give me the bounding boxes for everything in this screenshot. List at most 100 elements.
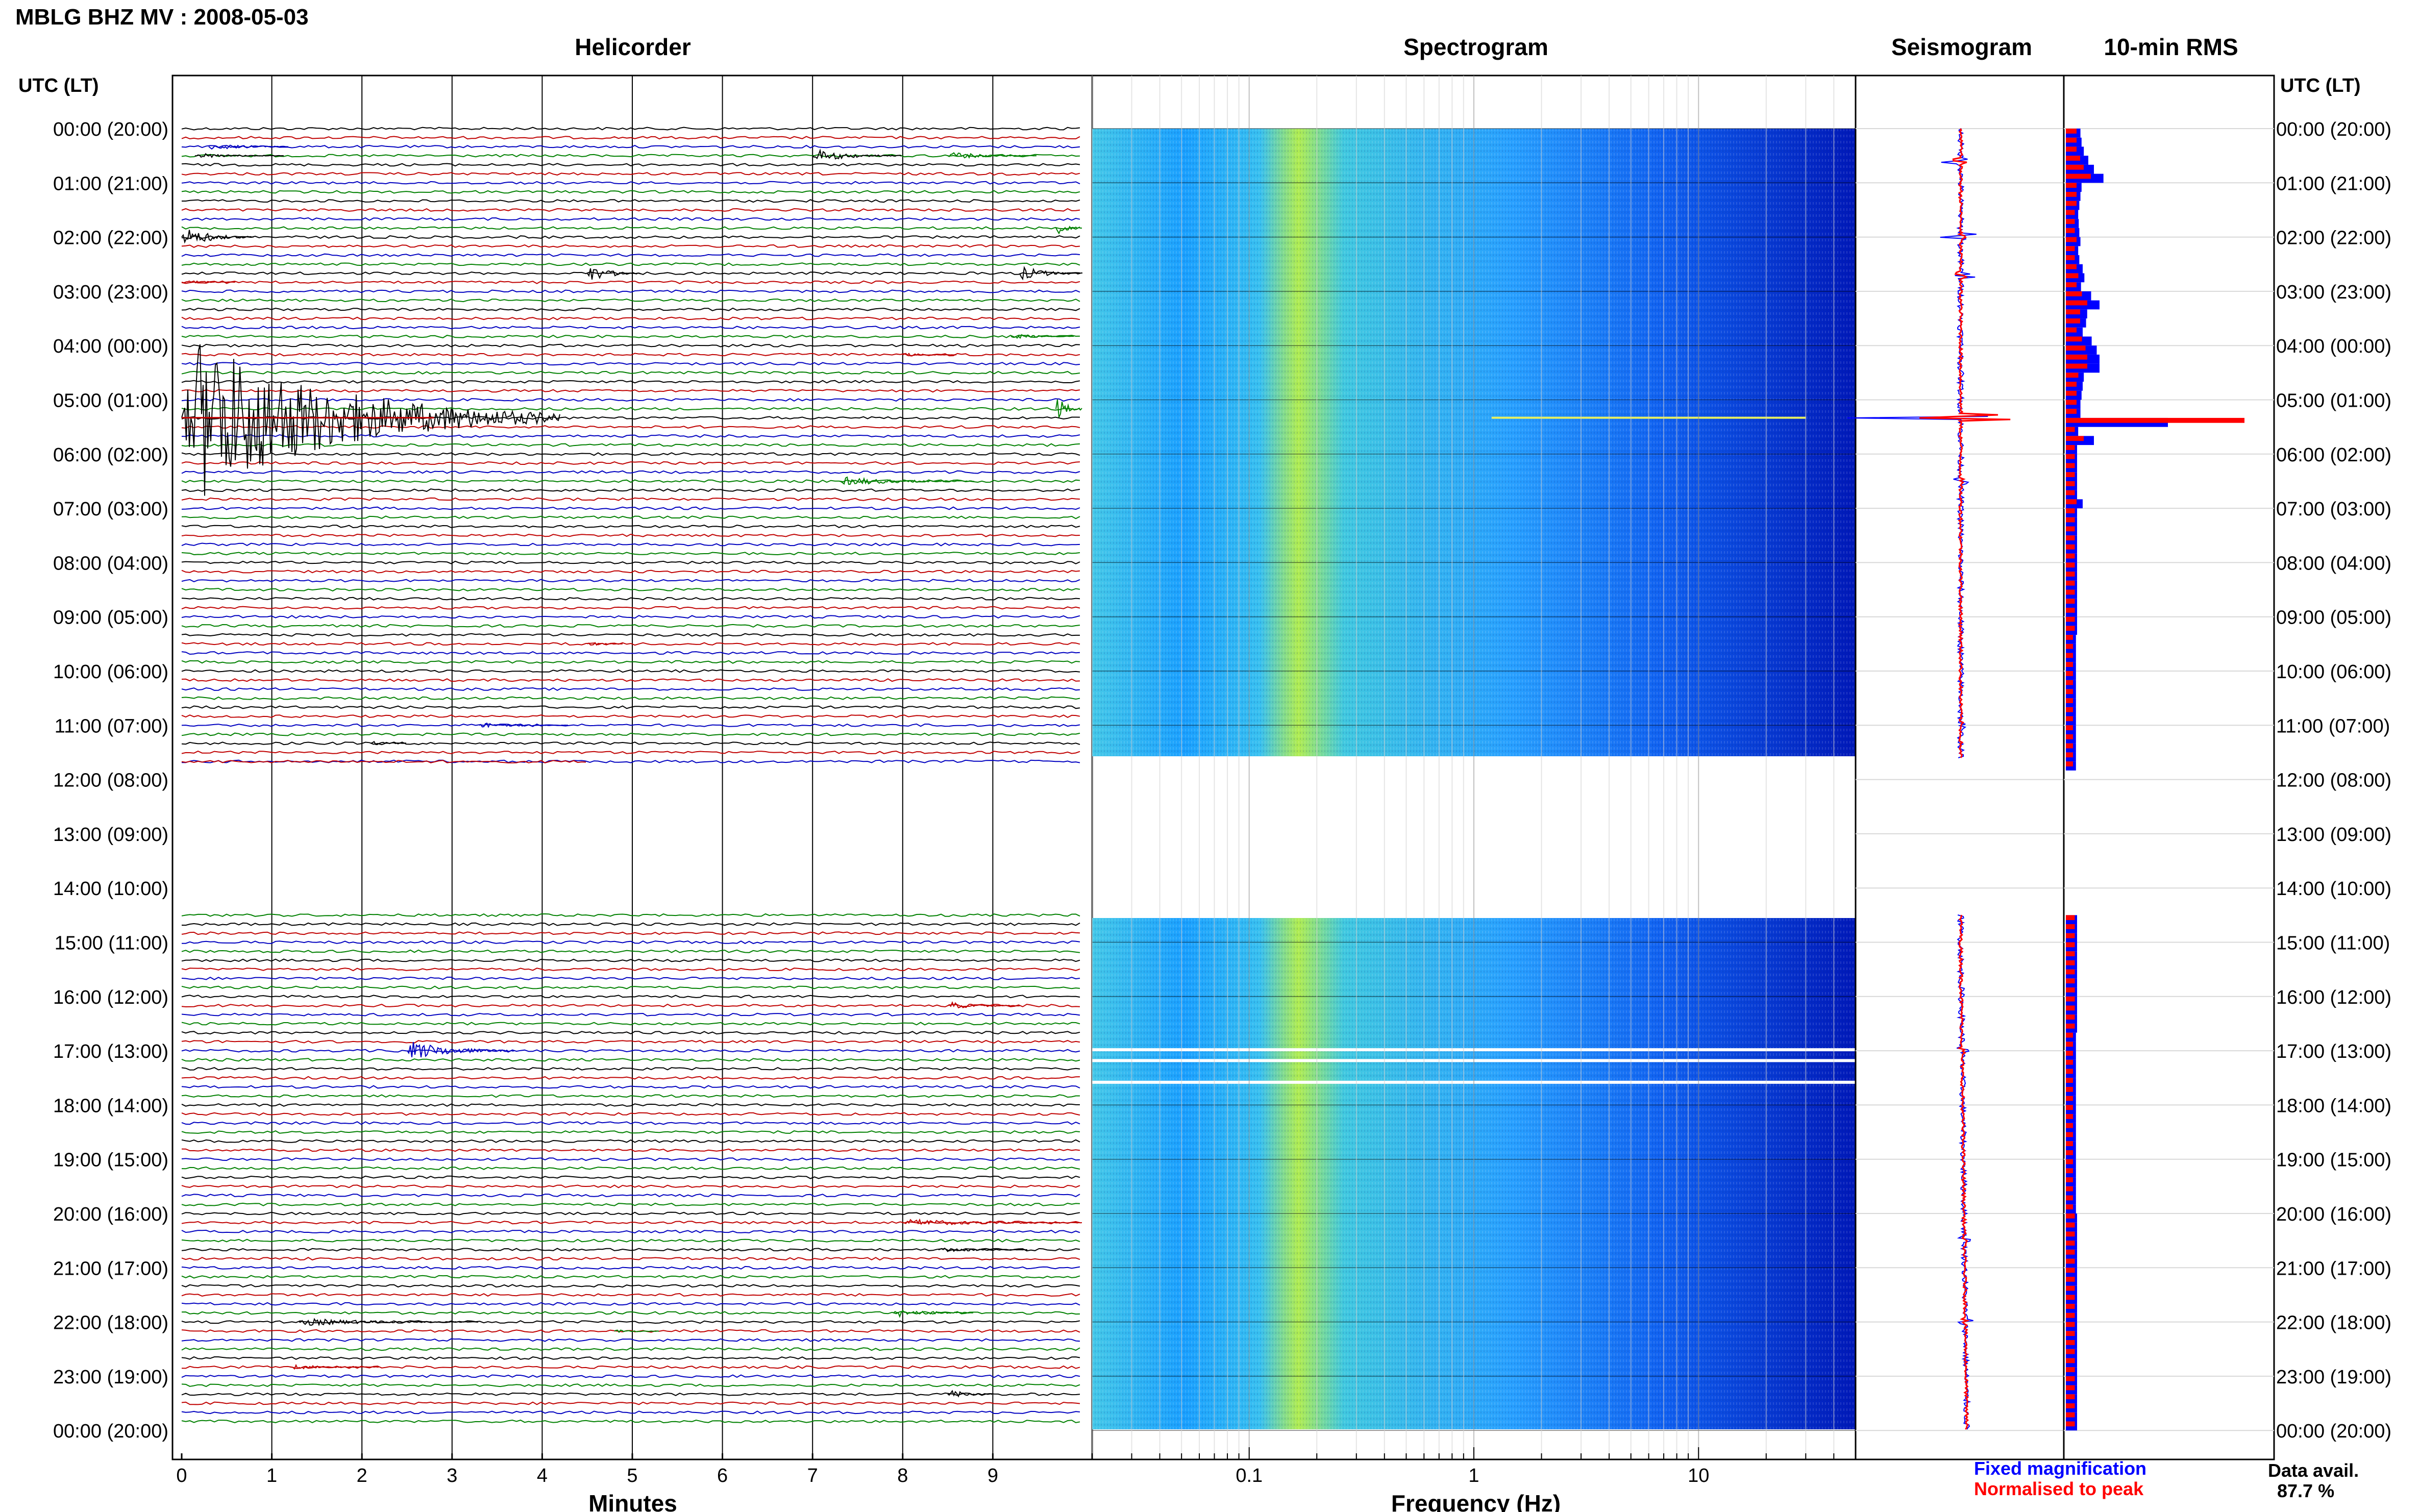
rms-bar-normalised [2066, 472, 2075, 477]
rms-bar-normalised [2066, 1349, 2075, 1354]
seismic-event [1055, 226, 1082, 235]
rms-bar-normalised [2066, 363, 2087, 369]
spectrogram-freq-grid [1092, 76, 1856, 1459]
rms-bar-normalised [2066, 662, 2073, 667]
time-label-right: 02:00 (22:00) [2276, 228, 2391, 249]
helicorder-trace [181, 1202, 1080, 1206]
rms-bar-normalised [2066, 1376, 2075, 1381]
rms-bar-normalised [2066, 156, 2080, 161]
helicorder-trace [181, 1419, 1080, 1424]
time-label-left: 06:00 (02:00) [53, 444, 168, 466]
helicorder-trace [181, 370, 1080, 375]
rms-bar-normalised [2066, 544, 2075, 550]
seismic-event [479, 723, 568, 728]
rms-bar-normalised [2066, 1078, 2073, 1083]
x-tick-label: 2 [357, 1465, 367, 1486]
helicorder-trace [181, 949, 1080, 953]
helicorder-trace [181, 533, 1080, 537]
helicorder-trace [181, 1112, 1080, 1116]
rms-bar-normalised [2066, 589, 2075, 595]
helicorder-trace [181, 1320, 1080, 1324]
time-label-left: 19:00 (15:00) [53, 1150, 168, 1171]
helicorder-trace [181, 1031, 1080, 1035]
helicorder-trace [181, 1103, 1080, 1107]
rms-bar-normalised [2066, 707, 2073, 712]
helicorder-trace [181, 1003, 1080, 1008]
spectrogram-panel: 0.1 1 10 Frequency (Hz) [1091, 75, 1857, 1512]
time-label-left: 07:00 (03:00) [53, 499, 168, 520]
helicorder-trace [181, 217, 1080, 221]
time-label-right: 20:00 (16:00) [2276, 1204, 2391, 1225]
rms-bar-normalised [2066, 1105, 2073, 1110]
helicorder-trace [181, 579, 1080, 583]
rms-bar-normalised [2066, 427, 2075, 432]
time-label-right: 00:00 (20:00) [2276, 1421, 2391, 1442]
rms-bar-normalised [2066, 572, 2075, 577]
time-label-left: 17:00 (13:00) [53, 1041, 168, 1062]
rms-bar-normalised [2066, 318, 2080, 324]
helicorder-trace [181, 1347, 1080, 1351]
helicorder-trace [181, 624, 1080, 628]
helicorder-trace [181, 289, 1080, 293]
time-label-left: 02:00 (22:00) [53, 228, 168, 249]
helicorder-trace [181, 597, 1080, 601]
time-label-right: 13:00 (09:00) [2276, 824, 2391, 846]
figure-title: MBLG BHZ MV : 2008-05-03 [15, 5, 309, 30]
helicorder-xlabel: Minutes [588, 1490, 677, 1512]
rms-bar-normalised [2066, 517, 2075, 523]
time-label-left: 15:00 (11:00) [55, 933, 168, 954]
rms-bar-normalised [2066, 499, 2077, 505]
seismic-event [614, 1329, 659, 1333]
seismic-event [1055, 399, 1082, 418]
helicorder-trace [181, 1058, 1080, 1062]
seismic-event [181, 344, 560, 496]
helicorder-trace [181, 678, 1080, 682]
time-label-left: 11:00 (07:00) [55, 715, 168, 737]
rms-bar-normalised [2066, 1312, 2075, 1318]
helicorder-trace [181, 470, 1080, 474]
helicorder-trace [181, 750, 1080, 754]
helicorder-trace [181, 506, 1080, 510]
rms-bar-normalised [2066, 1421, 2075, 1427]
helicorder-trace [181, 660, 1080, 664]
helicorder-trace [181, 181, 1080, 185]
seismic-event [587, 268, 641, 280]
helicorder-trace [181, 732, 1080, 736]
helicorder-trace [181, 669, 1080, 673]
rms-bar-normalised [2066, 1204, 2073, 1210]
seismic-event [947, 1390, 993, 1398]
axis-header-right: UTC (LT) [2280, 75, 2361, 96]
rms-bar-normalised [2066, 228, 2075, 233]
helicorder-trace [181, 1275, 1080, 1279]
seismic-event [299, 1318, 478, 1327]
time-label-right: 23:00 (19:00) [2276, 1367, 2391, 1388]
rms-bar-normalised [2066, 327, 2077, 333]
time-label-left: 21:00 (17:00) [53, 1258, 168, 1279]
helicorder-trace [181, 615, 1080, 619]
time-label-left: 16:00 (12:00) [53, 987, 168, 1008]
time-label-right: 15:00 (11:00) [2276, 933, 2390, 954]
rms-bar-normalised [2066, 960, 2075, 965]
helicorder-trace [181, 1121, 1080, 1125]
x-tick-label: 1 [266, 1465, 277, 1486]
time-labels-left: 00:00 (20:00) 01:00 (21:00) 02:00 (22:00) 0… [53, 119, 179, 1442]
legend-fixed-magnification: Fixed magnification [1974, 1458, 2146, 1479]
rms-bar-normalised [2066, 616, 2075, 622]
x-tick-label: 3 [447, 1465, 457, 1486]
time-label-right: 01:00 (21:00) [2276, 173, 2391, 194]
rms-bar-normalised [2066, 1123, 2073, 1128]
helicorder-trace [181, 316, 1080, 320]
rms-bar-normalised [2066, 653, 2073, 658]
time-label-right: 08:00 (04:00) [2276, 553, 2391, 574]
helicorder-trace [181, 958, 1080, 962]
rms-bar-normalised [2066, 526, 2075, 532]
helicorder-panel: 0 1 2 3 4 5 6 7 8 9 Minutes [171, 75, 1093, 1512]
time-label-left: 08:00 (04:00) [53, 553, 168, 574]
helicorder-trace [181, 1248, 1080, 1252]
rms-bar-normalised [2066, 173, 2091, 179]
helicorder-trace [181, 985, 1080, 989]
seismogram-traces [1847, 128, 2011, 1430]
rms-bar-normalised [2066, 354, 2087, 360]
rms-bar-normalised [2066, 192, 2077, 197]
rms-bar-normalised [2066, 400, 2077, 405]
